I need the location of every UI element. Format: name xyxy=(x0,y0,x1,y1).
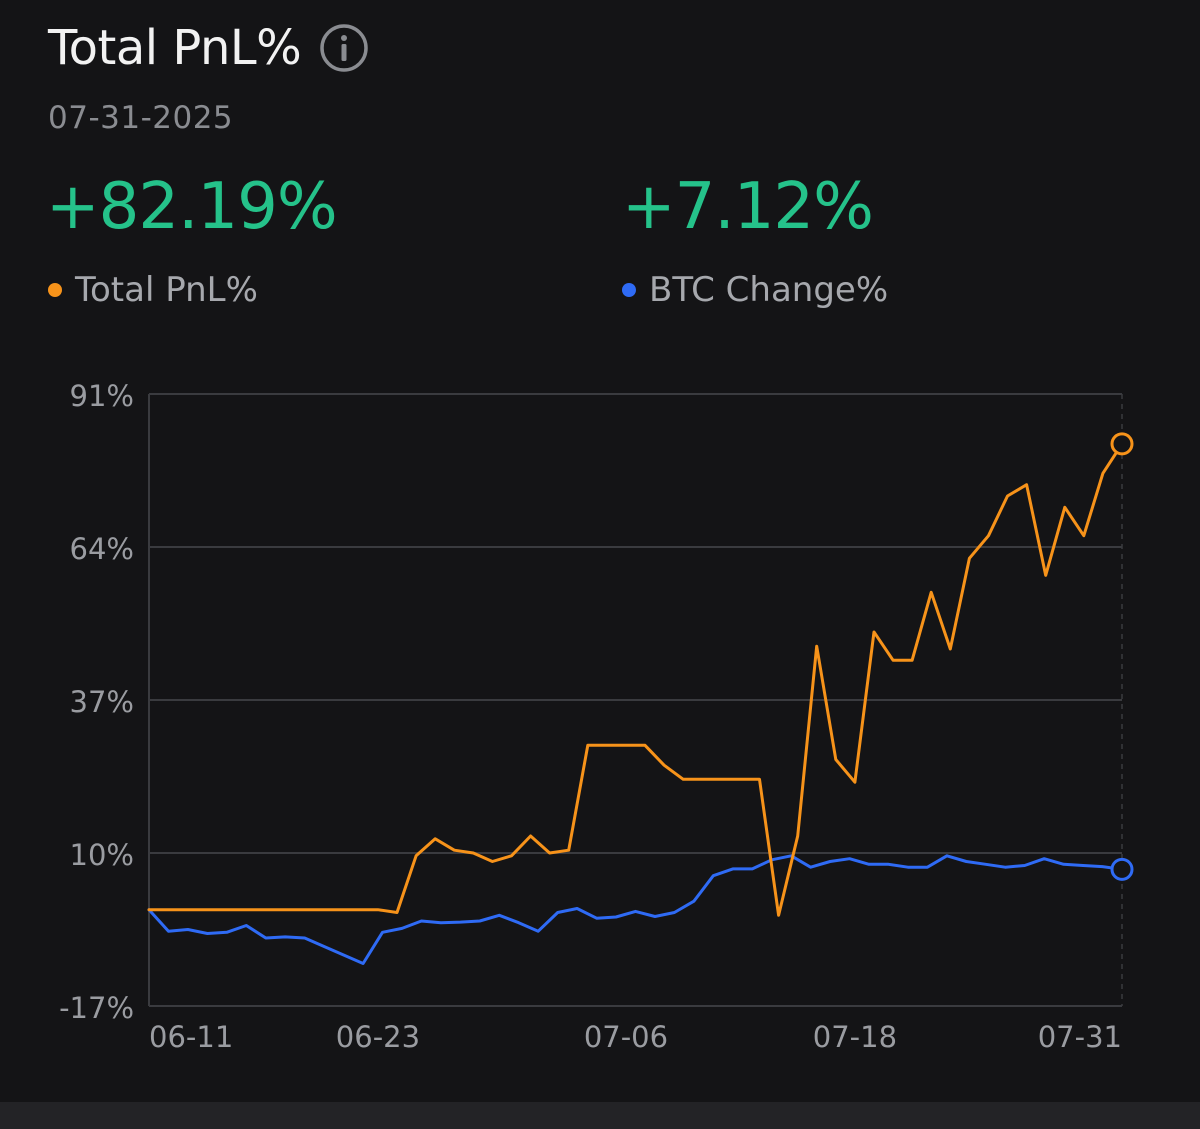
chart-header: Total PnL% xyxy=(48,20,369,76)
total-pnl-value: +82.19% xyxy=(46,170,338,244)
x-tick-label: 07-18 xyxy=(813,1020,897,1054)
legend-total-pnl[interactable]: Total PnL% xyxy=(48,270,258,310)
x-tick-label: 06-11 xyxy=(149,1020,233,1054)
pnl-line-chart[interactable]: 91% 64% 37% 10% -17% 06-11 06-23 07-06 07-18 07-3… xyxy=(0,360,1200,1080)
page-title: Total PnL% xyxy=(48,20,302,76)
y-tick-label: 64% xyxy=(70,532,134,566)
orange-dot-icon xyxy=(48,283,62,297)
blue-dot-icon xyxy=(622,283,636,297)
info-icon[interactable] xyxy=(319,23,369,73)
y-tick-label: 37% xyxy=(70,685,134,719)
btc-change-series-line xyxy=(147,854,1124,965)
x-tick-label: 07-31 xyxy=(1038,1020,1122,1054)
y-tick-label: 91% xyxy=(70,379,134,413)
y-tick-label: 10% xyxy=(70,838,134,872)
x-tick-label: 06-23 xyxy=(336,1020,420,1054)
y-tick-label: -17% xyxy=(59,991,134,1025)
total-pnl-endpoint-marker xyxy=(1110,432,1134,456)
total-pnl-series-line xyxy=(147,442,1124,917)
btc-change-endpoint-marker xyxy=(1110,857,1134,881)
x-tick-label: 07-06 xyxy=(584,1020,668,1054)
legend-btc-change[interactable]: BTC Change% xyxy=(622,270,888,310)
chart-date: 07-31-2025 xyxy=(48,100,234,136)
legend-total-pnl-label: Total PnL% xyxy=(75,270,258,310)
legend-btc-change-label: BTC Change% xyxy=(649,270,889,310)
btc-change-value: +7.12% xyxy=(622,170,874,244)
bottom-bar xyxy=(0,1102,1200,1129)
